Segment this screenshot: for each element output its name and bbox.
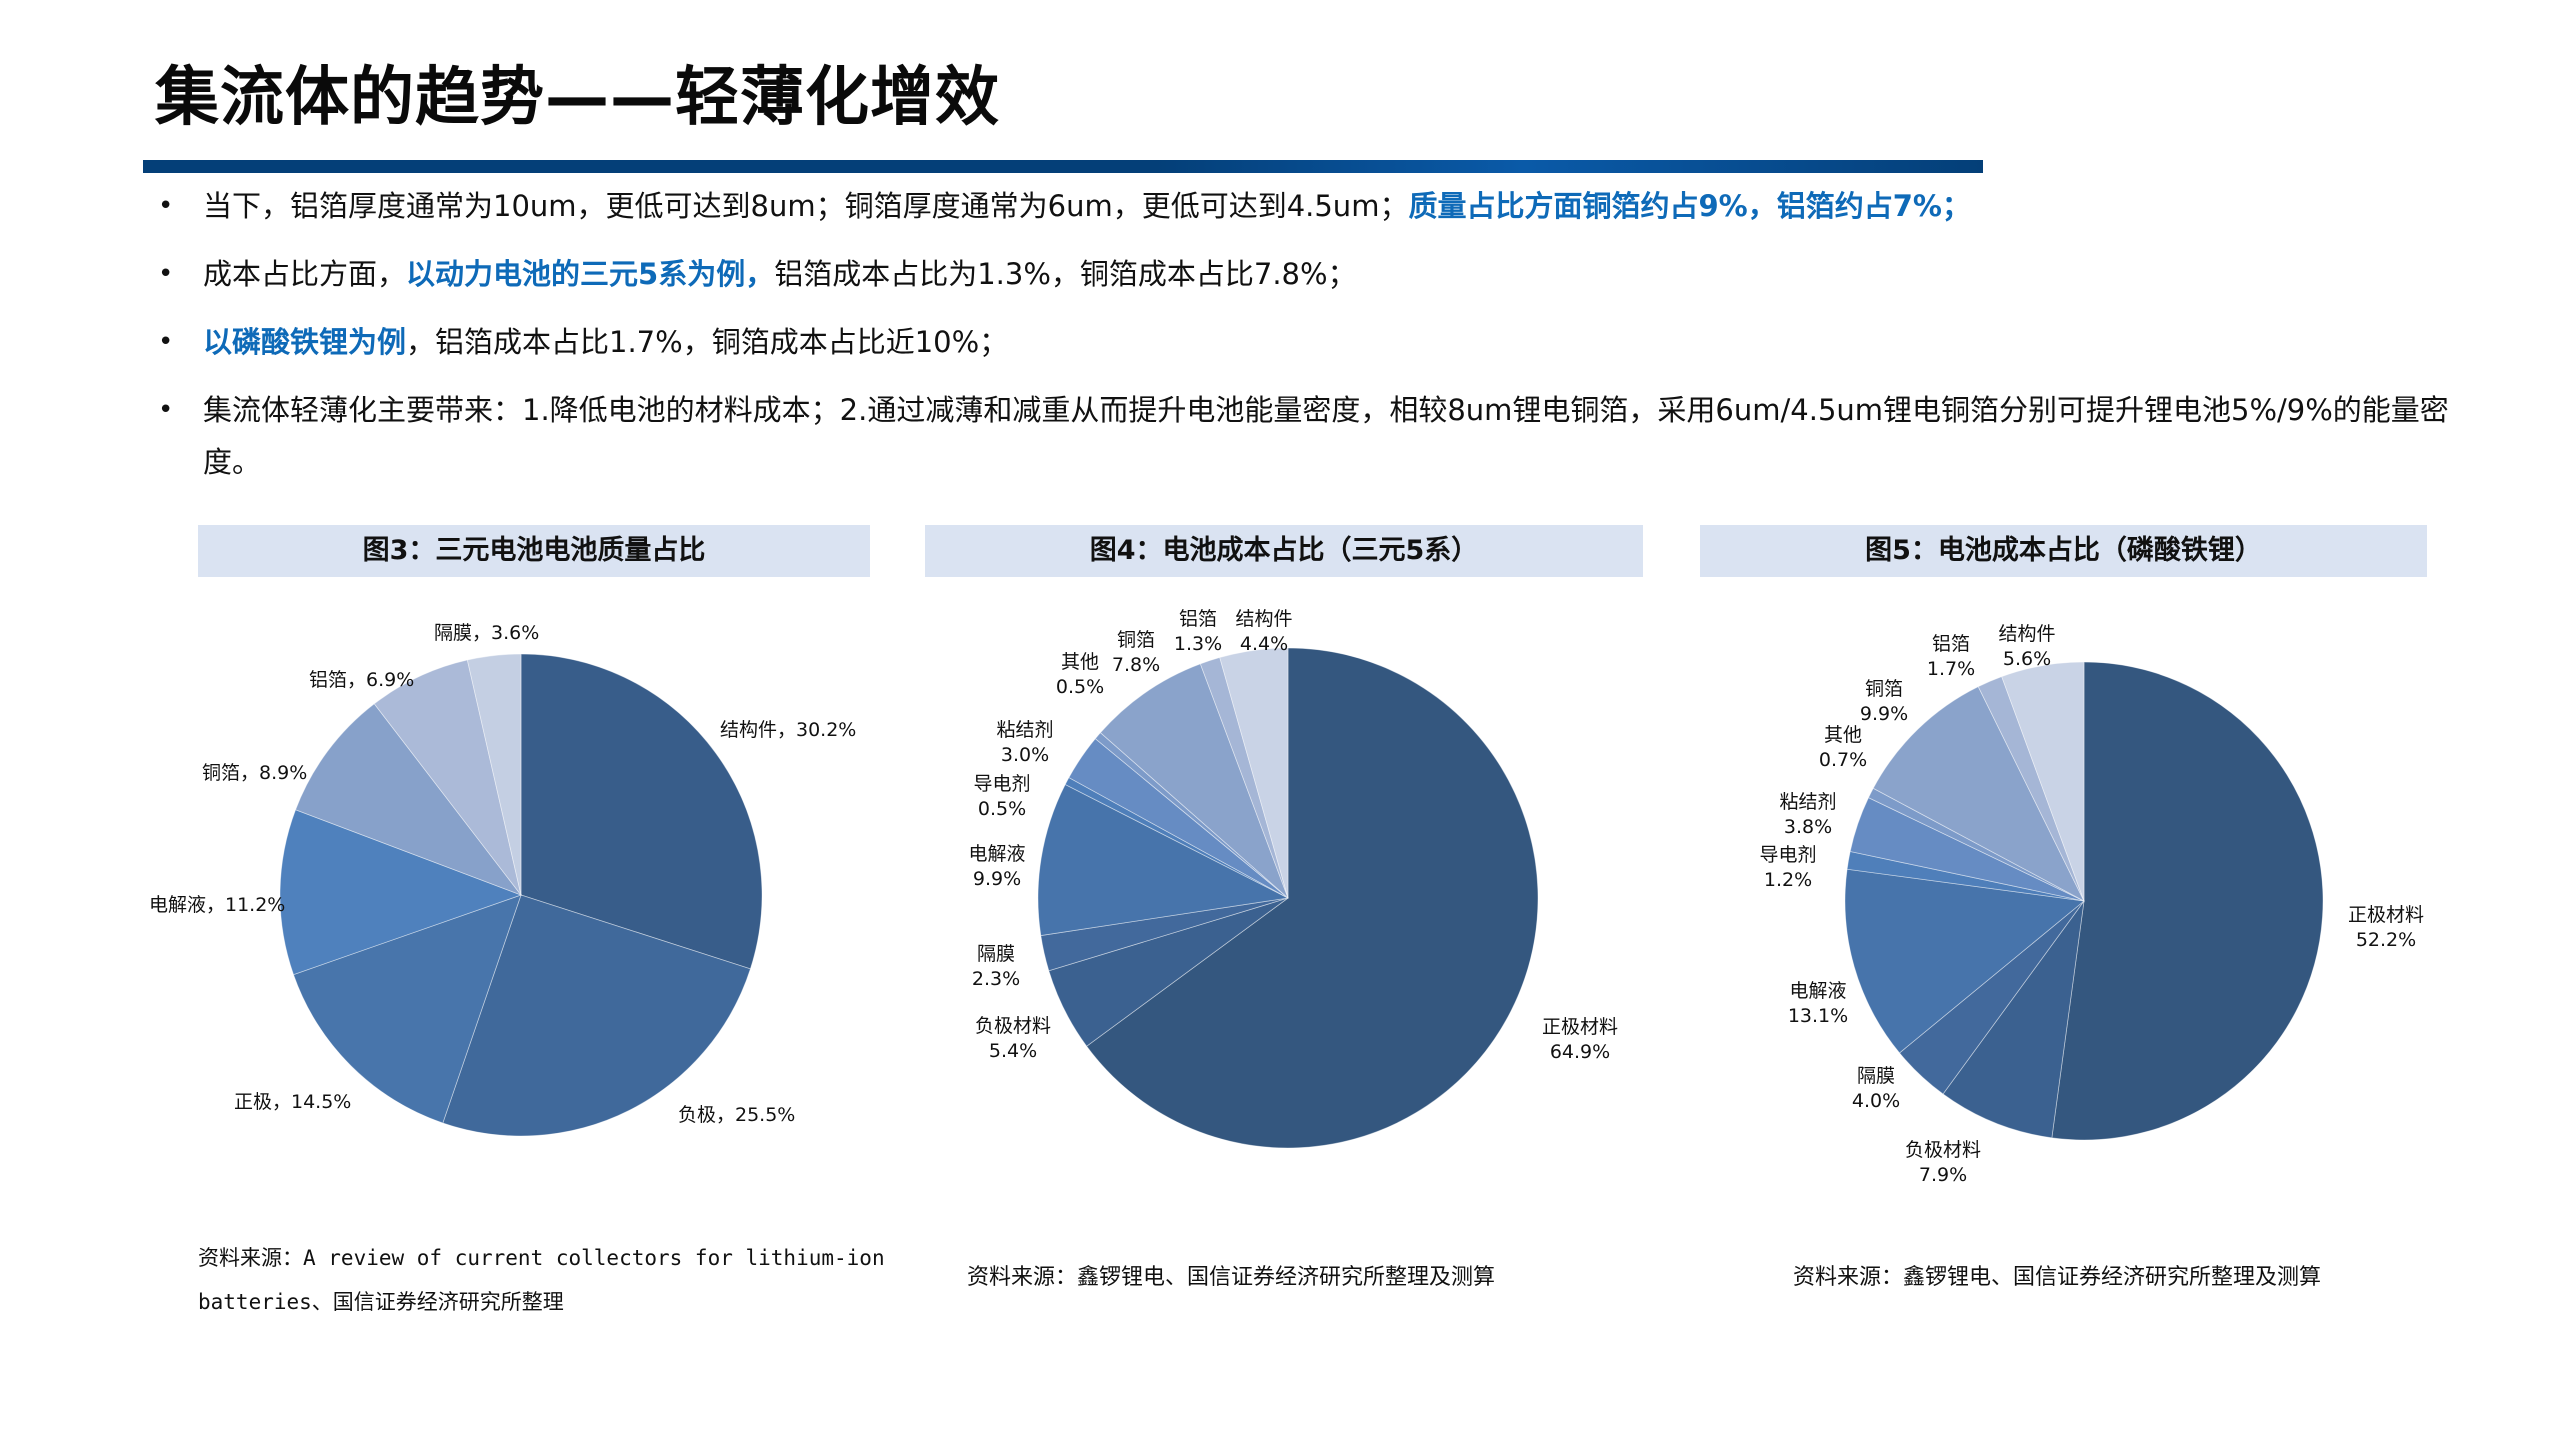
pie-slice	[466, 653, 522, 896]
title-underline	[143, 160, 1983, 173]
pie-label: 正极材料 52.2%	[2347, 904, 2425, 951]
pie-slice	[1048, 897, 1289, 1047]
chart-source-fig3: 资料来源：A review of current collectors for …	[198, 1246, 885, 1314]
bullet-dot-icon: •	[158, 327, 174, 357]
chart-title-fig5: 图5：电池成本占比（磷酸铁锂）	[1700, 525, 2427, 577]
pie-slice	[1849, 797, 2085, 902]
pie-slice	[1037, 783, 1290, 937]
pie-label: 其他 0.7%	[1818, 724, 1868, 771]
pie-slice	[1844, 868, 2085, 1054]
pie-slice	[1846, 851, 2085, 902]
pie-label: 隔膜 4.0%	[1851, 1065, 1901, 1112]
pie-label: 粘结剂 3.0%	[996, 719, 1054, 766]
pie-slice	[2001, 661, 2085, 902]
bullet-dot-icon: •	[158, 259, 174, 289]
pie-label: 粘结剂 3.8%	[1779, 791, 1837, 838]
bullet-item: • 当下，铝箔厚度通常为10um，更低可达到8um；铜箔厚度通常为6um，更低可达…	[150, 180, 2470, 232]
pie-label: 负极，25.5%	[678, 1104, 796, 1126]
pie-label: 负极材料 5.4%	[974, 1015, 1052, 1062]
pie-slice	[1219, 647, 1289, 899]
pie-label: 隔膜 2.3%	[971, 943, 1021, 990]
pie-slice	[1040, 897, 1289, 972]
pie-slice	[520, 653, 763, 970]
bullet-item: • 成本占比方面，以动力电池的三元5系为例，铝箔成本占比为1.3%，铜箔成本占比7…	[150, 248, 2470, 300]
pie-label: 导电剂 0.5%	[973, 773, 1031, 820]
pie-slice	[1086, 647, 1539, 1149]
pie-slice	[1094, 732, 1289, 899]
pie-slice	[1867, 787, 2085, 902]
pie-slice	[1099, 663, 1289, 899]
chart-title-fig4: 图4：电池成本占比（三元5系）	[925, 525, 1643, 577]
chart-source-fig4: 资料来源：鑫锣锂电、国信证券经济研究所整理及测算	[967, 1265, 1496, 1290]
pie-slice	[1064, 777, 1289, 899]
bullet-dot-icon: •	[158, 395, 174, 425]
pie-label: 隔膜，3.6%	[434, 622, 540, 644]
pie-label: 铝箔，6.9%	[309, 669, 415, 691]
pie-label: 负极材料 7.9%	[1904, 1139, 1982, 1186]
pie-label: 结构件，30.2%	[720, 719, 857, 741]
pie-label: 结构件 5.6%	[1998, 623, 2056, 670]
pie-label: 结构件 4.4%	[1235, 608, 1293, 655]
page-title: 集流体的趋势——轻薄化增效	[155, 61, 1000, 135]
bullet-list: • 当下，铝箔厚度通常为10um，更低可达到8um；铜箔厚度通常为6um，更低可达…	[150, 180, 2470, 504]
pie-label: 电解液，11.2%	[149, 894, 286, 916]
pie-label: 正极材料 64.9%	[1541, 1016, 1619, 1063]
pie-label: 铜箔 9.9%	[1859, 678, 1909, 725]
pie-slice	[1942, 900, 2085, 1139]
pie-label: 铜箔，8.9%	[202, 762, 308, 784]
pie-chart-fig4	[1037, 647, 1539, 1149]
chart-title-fig3: 图3：三元电池电池质量占比	[198, 525, 870, 577]
pie-chart-fig3	[279, 653, 763, 1137]
pie-label: 其他 0.5%	[1055, 651, 1105, 698]
pie-label: 铝箔 1.3%	[1173, 608, 1223, 655]
pie-label: 铝箔 1.7%	[1926, 633, 1976, 680]
pie-label: 电解液 9.9%	[968, 843, 1026, 890]
pie-slice	[279, 809, 523, 976]
pie-label: 导电剂 1.2%	[1759, 844, 1817, 891]
pie-slice	[373, 659, 522, 896]
pie-slice	[2051, 661, 2324, 1141]
pie-label: 正极，14.5%	[234, 1091, 352, 1113]
bullet-item: • 集流体轻薄化主要带来：1.降低电池的材料成本；2.通过减薄和减重从而提升电池能…	[150, 384, 2453, 488]
bullet-item: • 以磷酸铁锂为例，铝箔成本占比1.7%，铜箔成本占比近10%；	[150, 316, 2470, 368]
pie-slice	[1977, 676, 2085, 902]
bullet-dot-icon: •	[158, 191, 174, 221]
pie-slice	[1898, 900, 2085, 1095]
pie-slice	[293, 894, 522, 1124]
pie-slice	[442, 894, 751, 1137]
pie-label: 铜箔 7.8%	[1111, 629, 1161, 676]
pie-slice	[295, 703, 523, 896]
pie-slice	[1068, 738, 1289, 899]
chart-source-fig5: 资料来源：鑫锣锂电、国信证券经济研究所整理及测算	[1793, 1265, 2322, 1290]
pie-chart-fig5	[1844, 661, 2324, 1141]
pie-slice	[1199, 656, 1289, 899]
pie-label: 电解液 13.1%	[1787, 980, 1849, 1027]
